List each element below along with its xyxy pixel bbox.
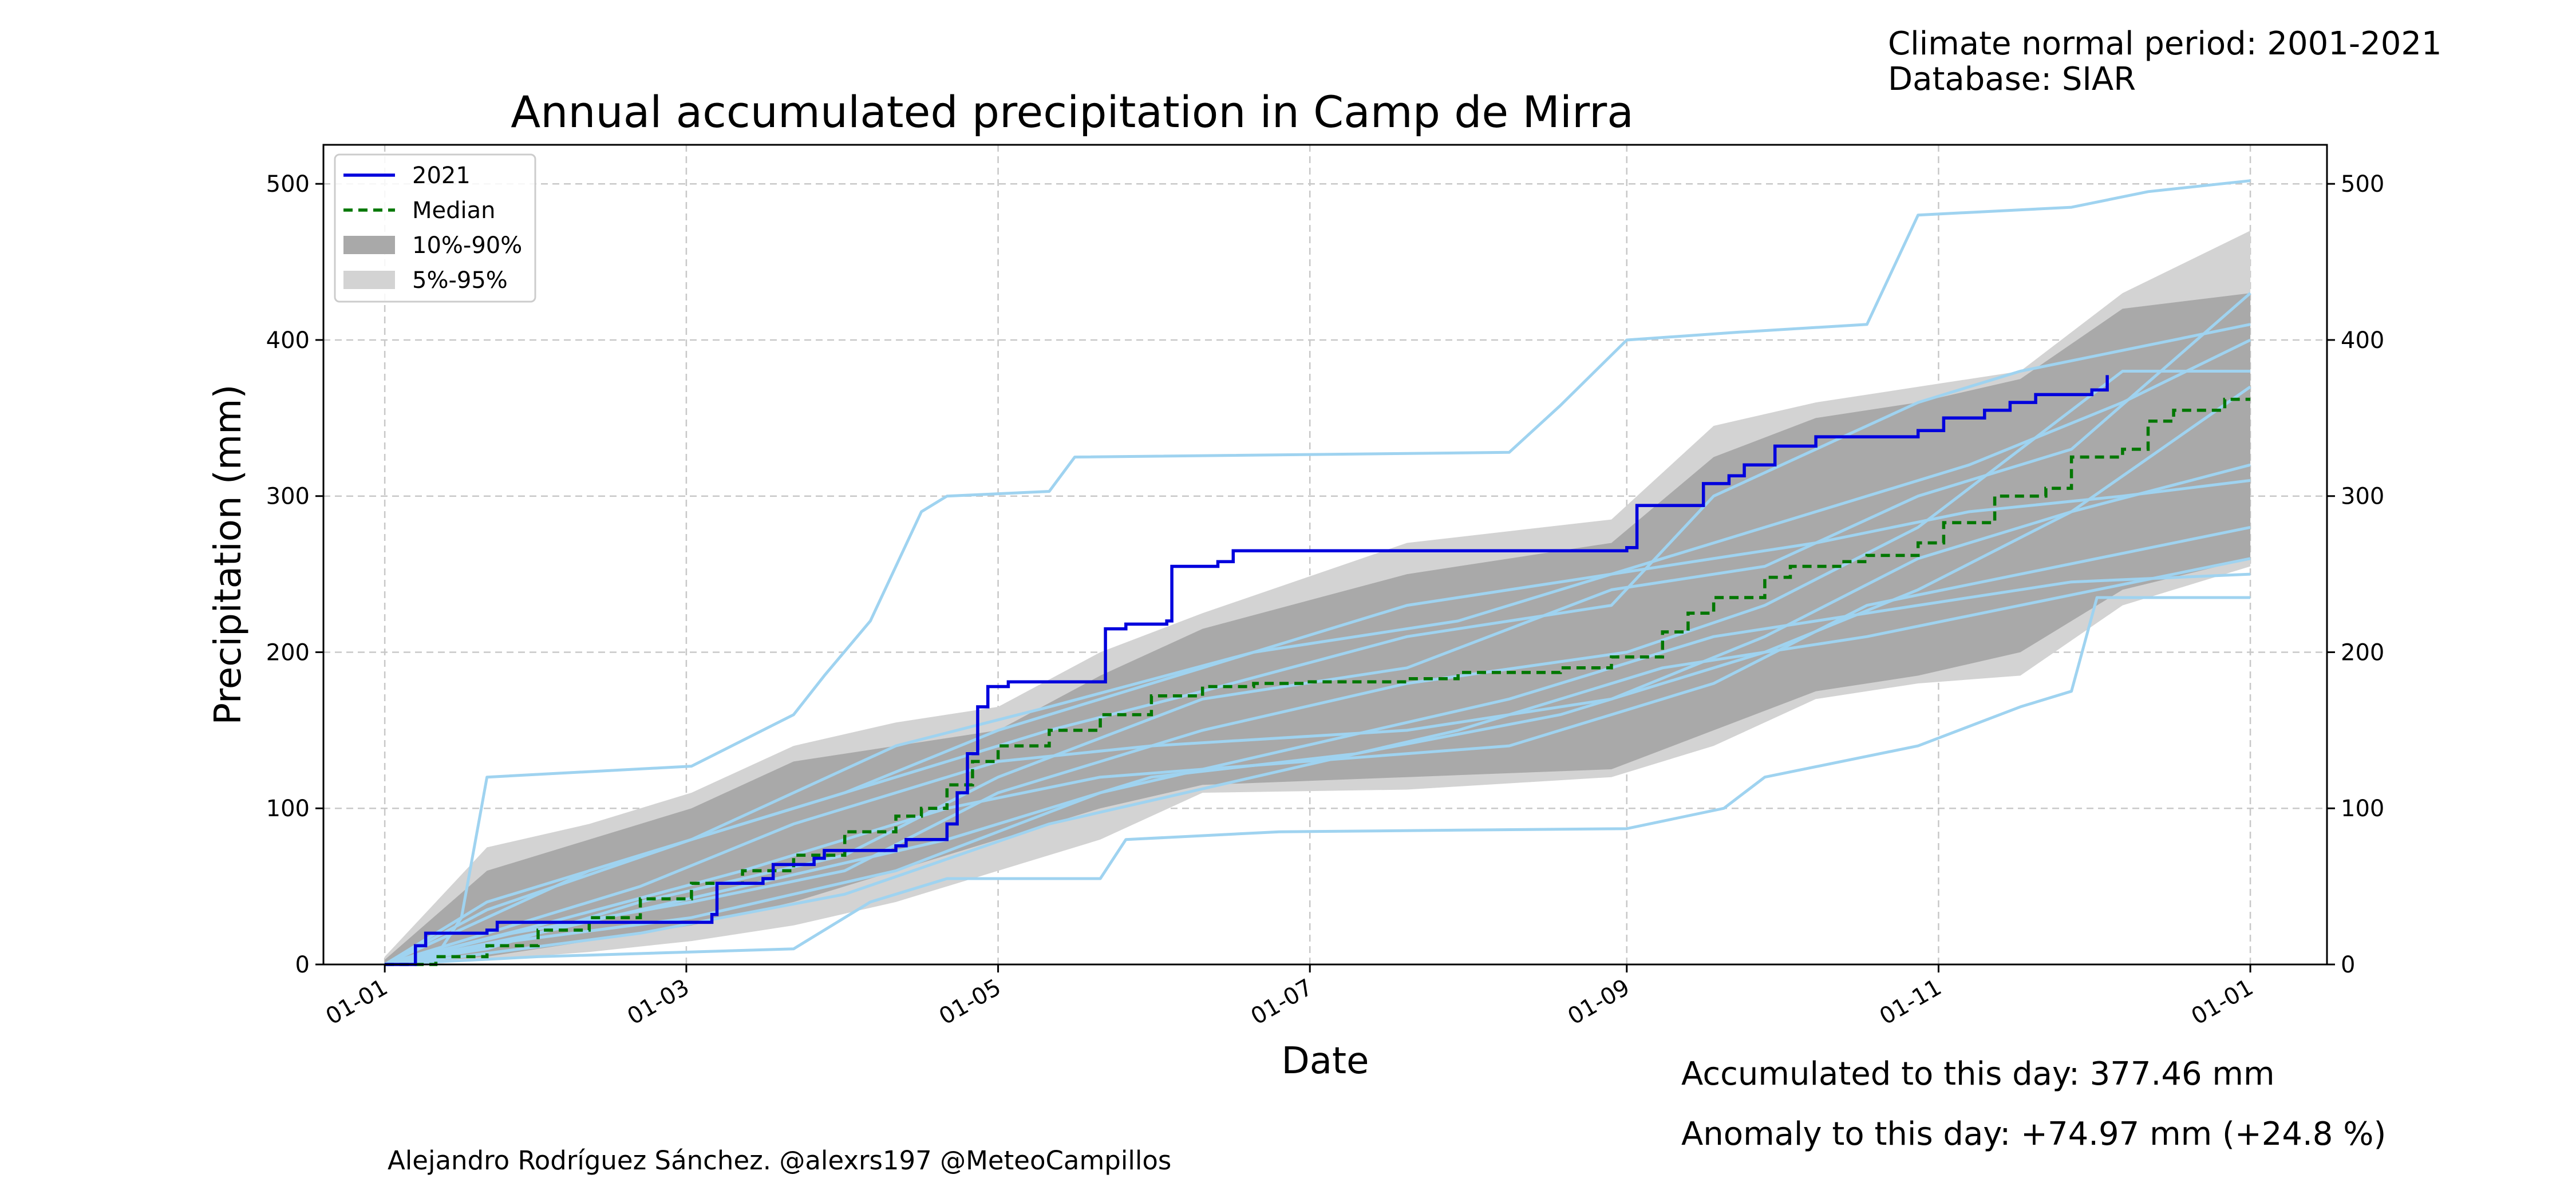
median-line [385,397,2251,966]
past-year-lines [384,179,2251,966]
x-tick-label-2: 01-05 [935,974,1006,1030]
chart-title: Annual accumulated precipitation in Camp… [511,86,1634,137]
author-credit: Alejandro Rodríguez Sánchez. @alexrs197 … [388,1145,1171,1176]
legend: 2021 Median 10%-90% 5%-95% [334,153,536,303]
y-tick-label-right-2: 200 [2341,639,2384,666]
past-year-line-8 [384,572,2251,966]
y-tick-label-left-0: 0 [295,952,310,978]
y-tick-label-right-5: 500 [2341,171,2384,197]
y-tick-label-left-3: 300 [266,484,310,510]
past-year-line-4 [384,292,2251,966]
legend-box [334,153,536,303]
x-tick-label-4: 01-09 [1563,974,1634,1030]
y-ticks-left: 0 100 200 300 400 500 [266,171,323,978]
past-year-line-3 [384,370,2251,966]
accumulated-note: Accumulated to this day: 377.46 mm [1681,1055,2275,1093]
y-axis-title: Precipitation (mm) [207,385,250,725]
past-year-line-9 [384,557,2251,966]
legend-swatch-2 [343,236,395,254]
current-year-line [385,375,2109,966]
legend-label-3: 5%-95% [412,267,508,294]
x-tick-label-0: 01-01 [321,974,392,1030]
y-tick-label-left-5: 500 [266,171,310,197]
x-ticks: 01-01 01-03 01-05 01-07 01-09 01-11 01-01 [321,964,2258,1030]
past-year-line-10 [384,479,2251,966]
y-tick-label-right-0: 0 [2341,952,2355,978]
anomaly-note: Anomaly to this day: +74.97 mm (+24.8 %) [1681,1116,2386,1153]
legend-label-1: Median [412,197,496,224]
legend-swatch-3 [343,271,395,289]
past-year-line-11 [384,385,2251,966]
y-tick-label-right-4: 400 [2341,327,2384,354]
past-year-line-1 [384,596,2251,966]
band-area-1 [385,293,2251,964]
median-line-layer [385,397,2251,966]
database-note: Database: SIAR [1888,61,2136,98]
legend-label-2: 10%-90% [412,232,522,259]
y-ticks-right: 0 100 200 300 400 500 [2327,171,2384,978]
y-tick-label-right-3: 300 [2341,484,2384,510]
legend-label-0: 2021 [412,163,471,189]
past-year-line-0 [384,179,2251,966]
x-tick-label-1: 01-03 [623,974,694,1030]
y-tick-label-left-4: 400 [266,327,310,354]
x-tick-label-3: 01-07 [1247,974,1318,1030]
y-tick-label-left-2: 200 [266,639,310,666]
current-year-line-layer [385,375,2109,966]
band-10-90 [385,293,2251,964]
x-tick-label-5: 01-11 [1875,974,1946,1030]
plot-frame [322,144,2328,966]
past-year-line-5 [384,463,2251,966]
past-year-line-6 [384,525,2251,966]
normal-period-note: Climate normal period: 2001-2021 [1888,25,2442,62]
y-tick-label-left-1: 100 [266,796,310,822]
x-tick-label-6: 01-01 [2187,974,2258,1030]
y-tick-label-right-1: 100 [2341,796,2384,822]
x-axis-title: Date [1282,1040,1369,1082]
